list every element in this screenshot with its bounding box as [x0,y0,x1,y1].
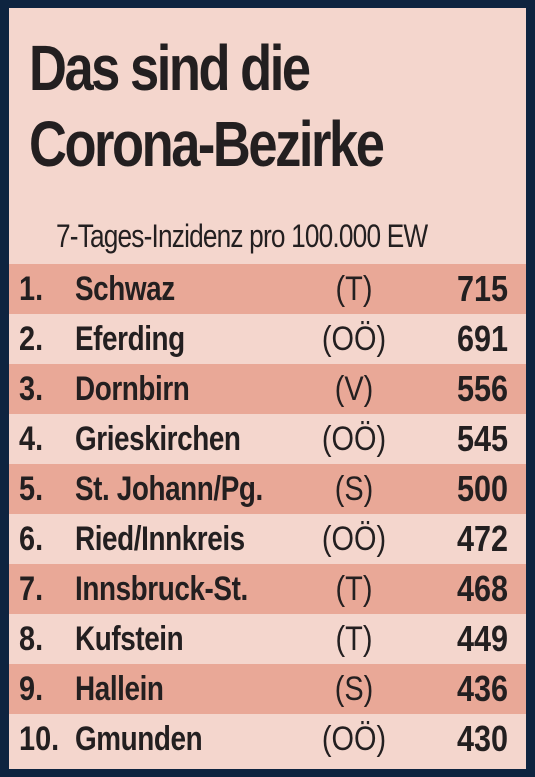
table-row: 10. Gmunden (OÖ) 430 [9,714,526,764]
rank: 5. [19,470,44,508]
state-code: (OÖ) [321,520,387,558]
table-row: 7. Innsbruck-St. (T) 468 [9,564,526,614]
state-code: (T) [335,270,373,308]
district-name: Hallein [75,670,164,708]
table-row: 5. St. Johann/Pg. (S) 500 [9,464,526,514]
ranking-table: 1. Schwaz (T) 715 2. Eferding (OÖ) 691 3… [9,264,526,764]
district-name: Eferding [75,320,185,358]
state-code: (OÖ) [321,420,387,458]
incidence-value: 468 [456,568,508,609]
state-code: (V) [334,370,374,408]
table-row: 1. Schwaz (T) 715 [9,264,526,314]
district-name: Kufstein [75,620,184,658]
district-name: Grieskirchen [75,420,241,458]
state-code: (OÖ) [321,320,387,358]
incidence-value: 430 [456,718,508,759]
state-code: (OÖ) [321,720,387,758]
table-row: 9. Hallein (S) 436 [9,664,526,714]
rank: 9. [19,670,44,708]
infographic-card: Das sind die Corona-Bezirke 7-Tages-Inzi… [9,8,526,769]
table-row: 4. Grieskirchen (OÖ) 545 [9,414,526,464]
rank: 1. [19,270,44,308]
headline: Das sind die Corona-Bezirke [29,30,385,182]
table-row: 8. Kufstein (T) 449 [9,614,526,664]
district-name: St. Johann/Pg. [75,470,263,508]
subtitle: 7-Tages-Inzidenz pro 100.000 EW [56,218,428,254]
district-name: Schwaz [75,270,175,308]
district-name: Dornbirn [75,370,190,408]
incidence-value: 715 [456,268,508,309]
headline-line-1: Das sind die [29,32,311,104]
state-code: (S) [334,470,374,508]
rank: 2. [19,320,44,358]
rank: 3. [19,370,44,408]
rank: 10. [19,720,60,758]
incidence-value: 691 [456,318,508,359]
incidence-value: 449 [456,618,508,659]
table-row: 3. Dornbirn (V) 556 [9,364,526,414]
rank: 6. [19,520,44,558]
rank: 8. [19,620,44,658]
district-name: Ried/Innkreis [75,520,245,558]
table-row: 2. Eferding (OÖ) 691 [9,314,526,364]
state-code: (S) [334,670,374,708]
district-name: Innsbruck-St. [75,570,248,608]
incidence-value: 556 [456,368,508,409]
rank: 7. [19,570,44,608]
state-code: (T) [335,620,373,658]
incidence-value: 545 [456,418,508,459]
incidence-value: 500 [456,468,508,509]
incidence-value: 436 [456,668,508,709]
headline-line-2: Corona-Bezirke [29,108,385,180]
district-name: Gmunden [75,720,203,758]
state-code: (T) [335,570,373,608]
rank: 4. [19,420,44,458]
table-row: 6. Ried/Innkreis (OÖ) 472 [9,514,526,564]
incidence-value: 472 [456,518,508,559]
